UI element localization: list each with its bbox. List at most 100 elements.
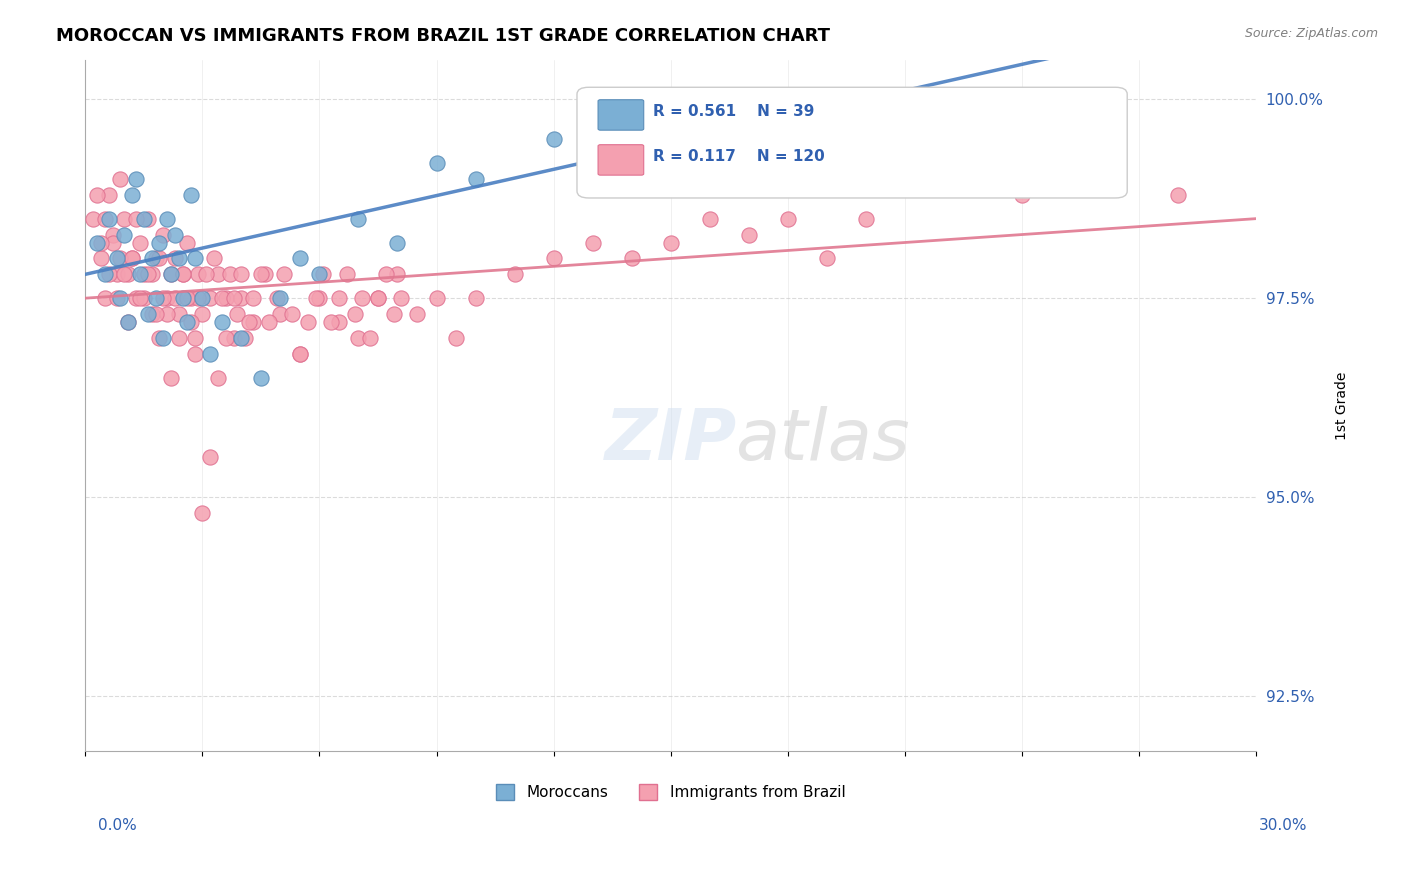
Point — [336, 268, 359, 282]
Point — [97, 211, 120, 226]
Point — [347, 331, 370, 345]
Point — [425, 156, 447, 170]
Legend: Moroccans, Immigrants from Brazil: Moroccans, Immigrants from Brazil — [489, 778, 852, 806]
Point — [129, 235, 152, 250]
Point — [312, 268, 335, 282]
Point — [160, 268, 183, 282]
Point — [308, 268, 330, 282]
Text: ZIP: ZIP — [605, 406, 737, 475]
Point — [367, 291, 389, 305]
Point — [233, 331, 256, 345]
Text: atlas: atlas — [735, 406, 910, 475]
Point — [855, 92, 877, 106]
Point — [444, 331, 467, 345]
Point — [1011, 187, 1033, 202]
Point — [503, 268, 526, 282]
Point — [105, 291, 128, 305]
Text: Source: ZipAtlas.com: Source: ZipAtlas.com — [1244, 27, 1378, 40]
Point — [328, 291, 350, 305]
Point — [136, 211, 159, 226]
Point — [198, 347, 221, 361]
Point — [167, 252, 190, 266]
Point — [231, 331, 253, 345]
Point — [112, 227, 135, 242]
Point — [121, 187, 143, 202]
Point — [145, 291, 167, 305]
Point — [202, 252, 225, 266]
Point — [1167, 187, 1189, 202]
Point — [94, 268, 117, 282]
Point — [620, 252, 643, 266]
Point — [183, 331, 205, 345]
Point — [269, 291, 291, 305]
Point — [211, 315, 233, 329]
Point — [198, 291, 221, 305]
Point — [141, 268, 163, 282]
Point — [222, 291, 245, 305]
Point — [737, 227, 759, 242]
FancyBboxPatch shape — [598, 145, 644, 175]
Point — [288, 347, 311, 361]
Point — [932, 172, 955, 186]
Point — [581, 235, 603, 250]
Point — [321, 315, 343, 329]
Point — [1088, 156, 1111, 170]
Y-axis label: 1st Grade: 1st Grade — [1334, 371, 1348, 440]
Point — [382, 307, 405, 321]
Point — [215, 331, 238, 345]
Point — [180, 315, 202, 329]
Point — [152, 291, 174, 305]
Point — [352, 291, 374, 305]
Point — [191, 506, 214, 520]
Text: 0.0%: 0.0% — [98, 818, 138, 832]
Point — [367, 291, 389, 305]
Point — [132, 211, 155, 226]
Point — [387, 235, 409, 250]
Point — [328, 315, 350, 329]
Point — [165, 252, 187, 266]
Point — [136, 268, 159, 282]
Point — [776, 211, 799, 226]
Point — [187, 268, 209, 282]
Point — [180, 187, 202, 202]
Point — [183, 347, 205, 361]
Point — [145, 307, 167, 321]
Point — [97, 187, 120, 202]
Point — [231, 291, 253, 305]
Point — [121, 252, 143, 266]
Point — [176, 235, 198, 250]
Point — [105, 268, 128, 282]
Point — [176, 291, 198, 305]
Point — [152, 331, 174, 345]
Point — [132, 268, 155, 282]
Point — [238, 315, 260, 329]
Text: R = 0.561    N = 39: R = 0.561 N = 39 — [652, 104, 814, 119]
Point — [172, 291, 194, 305]
Point — [374, 268, 396, 282]
Point — [125, 172, 148, 186]
Point — [855, 211, 877, 226]
Point — [86, 235, 108, 250]
Point — [281, 307, 304, 321]
Point — [117, 315, 139, 329]
Point — [129, 291, 152, 305]
Point — [117, 268, 139, 282]
Text: 30.0%: 30.0% — [1260, 818, 1308, 832]
Point — [165, 291, 187, 305]
Point — [125, 291, 148, 305]
Point — [148, 252, 170, 266]
Point — [699, 211, 721, 226]
Point — [183, 252, 205, 266]
Point — [110, 291, 132, 305]
Point — [180, 291, 202, 305]
Point — [90, 252, 112, 266]
Point — [211, 291, 233, 305]
Point — [110, 172, 132, 186]
Point — [387, 268, 409, 282]
Point — [165, 227, 187, 242]
Point — [191, 307, 214, 321]
Point — [406, 307, 429, 321]
Point — [86, 187, 108, 202]
Point — [148, 331, 170, 345]
Point — [242, 315, 264, 329]
